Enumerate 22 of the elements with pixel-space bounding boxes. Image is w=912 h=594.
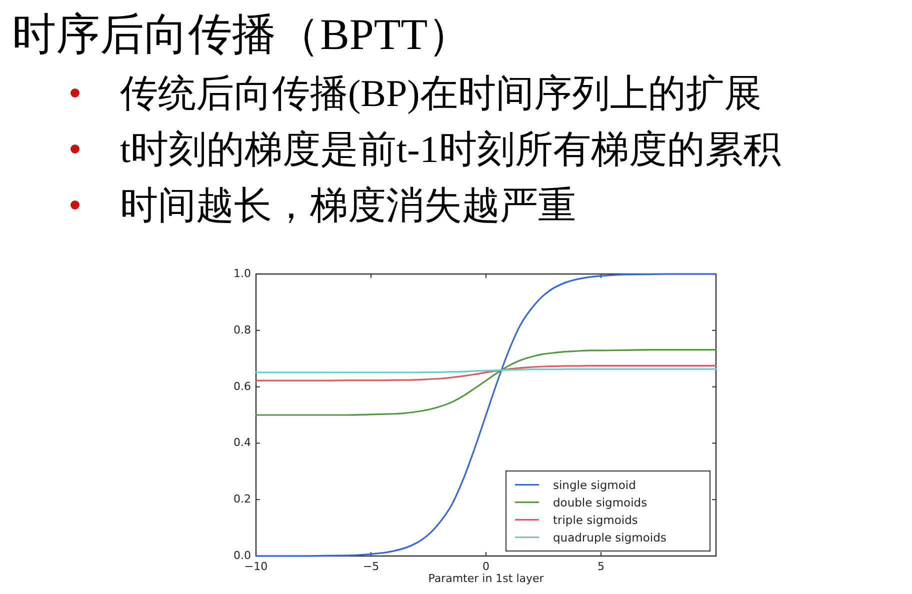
text: 时间越长，梯度消失越严重 xyxy=(120,185,576,227)
text: 传统后向传播(BP)在时间序列上的扩展 xyxy=(120,73,762,115)
legend-label: quadruple sigmoids xyxy=(553,530,666,544)
y-tick-label: 0.8 xyxy=(234,323,251,336)
line-series xyxy=(255,349,717,416)
x-tick-label: 0 xyxy=(482,560,490,573)
chart-title: 时序后向传播（BPTT） xyxy=(12,10,472,59)
line-series xyxy=(255,273,717,557)
x-axis-title: Paramter in 1st layer xyxy=(428,572,544,585)
y-tick-label: 0.0 xyxy=(234,549,251,562)
y-tick-label: 0.4 xyxy=(234,436,251,450)
y-tick-label: 1.0 xyxy=(234,267,251,280)
text: t时刻的梯度是前t-1时刻所有梯度的累积 xyxy=(120,129,781,171)
y-tick-label: 0.2 xyxy=(234,492,251,506)
legend-label: double sigmoids xyxy=(553,495,648,510)
line-series xyxy=(255,364,717,382)
x-tick-label: −10 xyxy=(244,560,268,573)
legend-label: single sigmoid xyxy=(553,478,636,492)
y-tick-label: 0.6 xyxy=(234,380,251,393)
x-tick-label: 5 xyxy=(598,560,604,573)
legend-label: triple sigmoids xyxy=(553,512,638,527)
x-tick-label: −5 xyxy=(362,560,380,573)
